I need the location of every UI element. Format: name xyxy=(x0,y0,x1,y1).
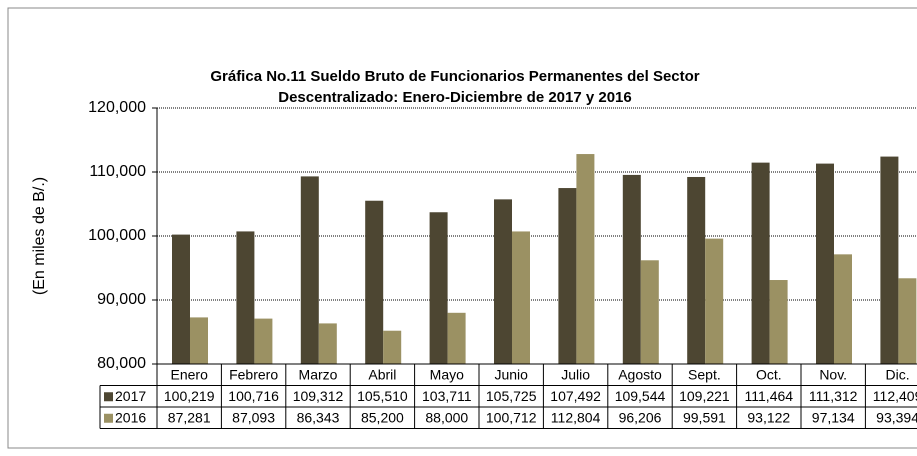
x-tick-label: Mayo xyxy=(430,366,464,382)
x-tick-label: Abril xyxy=(368,366,396,382)
bar xyxy=(558,188,577,364)
bar xyxy=(816,163,834,364)
data-label: 109,544 xyxy=(615,388,666,404)
bar xyxy=(512,231,530,364)
x-tick-label: Febrero xyxy=(229,366,278,382)
bar xyxy=(751,162,770,364)
y-tick-label: 80,000 xyxy=(97,355,146,372)
data-label: 87,093 xyxy=(232,409,275,425)
x-tick-label: Julio xyxy=(561,366,590,382)
bar xyxy=(640,260,659,364)
bar xyxy=(236,231,255,364)
data-label: 100,712 xyxy=(486,409,537,425)
data-label: 105,510 xyxy=(357,388,408,404)
bar xyxy=(190,317,208,364)
data-label: 86,343 xyxy=(297,409,340,425)
legend-swatch xyxy=(104,392,113,402)
x-tick-label: Oct. xyxy=(756,366,782,382)
data-label: 105,725 xyxy=(486,388,537,404)
legend-swatch xyxy=(104,413,113,423)
x-tick-label: Nov. xyxy=(819,366,847,382)
data-label: 107,492 xyxy=(550,388,601,404)
x-tick-label: Enero xyxy=(171,366,209,382)
chart-title: Descentralizado: Enero-Diciembre de 2017… xyxy=(278,89,632,106)
data-label: 103,711 xyxy=(422,388,472,404)
data-label: 87,281 xyxy=(168,409,211,425)
data-label: 111,464 xyxy=(745,388,794,404)
bar xyxy=(576,154,595,364)
bar xyxy=(880,156,899,364)
legend-label: 2016 xyxy=(115,409,146,425)
bar xyxy=(172,234,190,364)
x-tick-label: Dic. xyxy=(886,366,910,382)
bar xyxy=(898,278,917,364)
bar xyxy=(834,254,852,364)
y-tick-label: 100,000 xyxy=(88,227,146,244)
data-label: 88,000 xyxy=(425,409,468,425)
y-tick-label: 90,000 xyxy=(97,291,146,308)
x-tick-label: Agosto xyxy=(618,366,662,382)
bar xyxy=(300,176,319,364)
data-label: 99,591 xyxy=(683,409,726,425)
y-tick-label: 120,000 xyxy=(88,99,146,116)
data-label: 112,409 xyxy=(873,388,917,404)
data-label: 112,804 xyxy=(551,409,601,425)
x-tick-label: Marzo xyxy=(299,366,338,382)
y-tick-label: 110,000 xyxy=(89,163,146,180)
data-label: 93,394 xyxy=(876,409,917,425)
data-label: 100,219 xyxy=(164,388,215,404)
bar xyxy=(769,280,788,364)
bar xyxy=(365,200,384,364)
bar xyxy=(318,323,337,364)
data-label: 85,200 xyxy=(361,409,404,425)
data-label: 93,122 xyxy=(747,409,790,425)
chart-title: Gráfica No.11 Sueldo Bruto de Funcionari… xyxy=(210,68,699,85)
data-label: 109,221 xyxy=(679,388,730,404)
x-tick-label: Sept. xyxy=(688,366,721,382)
data-label: 97,134 xyxy=(812,409,855,425)
y-axis-label: (En miles de B/.) xyxy=(31,177,48,295)
bar xyxy=(447,312,466,364)
data-label: 109,312 xyxy=(293,388,344,404)
bar xyxy=(687,176,706,364)
data-label: 96,206 xyxy=(619,409,662,425)
bar xyxy=(705,238,724,364)
x-tick-label: Junio xyxy=(494,366,528,382)
bar xyxy=(383,330,402,364)
data-label: 100,716 xyxy=(228,388,279,404)
legend-label: 2017 xyxy=(115,388,146,404)
bar xyxy=(622,174,641,364)
bar xyxy=(254,318,273,364)
bar xyxy=(494,199,512,364)
data-label: 111,312 xyxy=(809,388,858,404)
bar xyxy=(429,212,448,364)
